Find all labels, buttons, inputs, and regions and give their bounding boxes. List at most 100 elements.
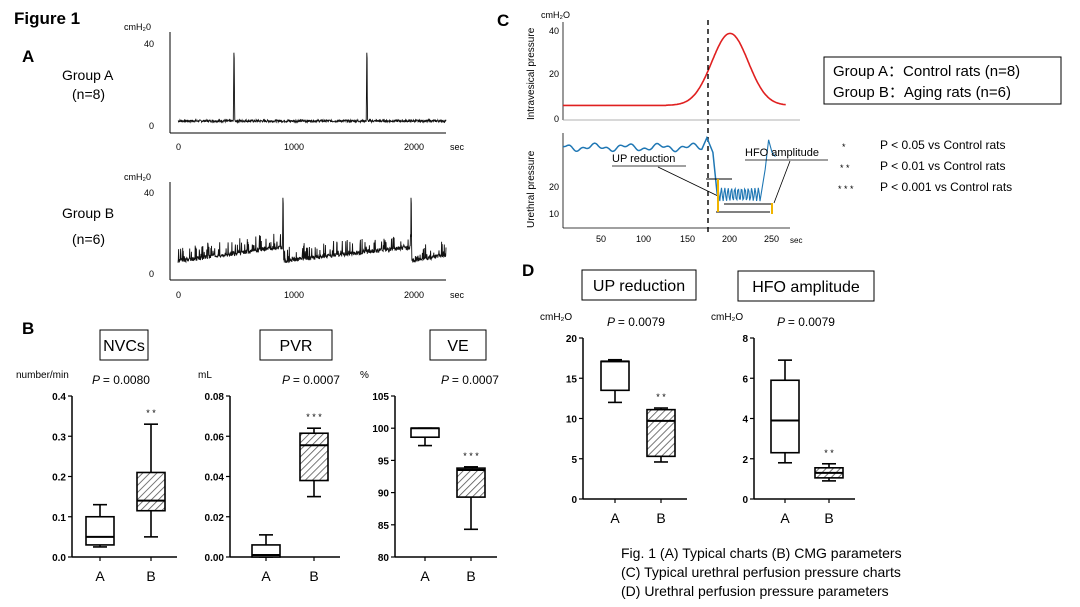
- pvr-ylabel: mL: [198, 370, 212, 381]
- significance-legend: * P < 0.05 vs Control rats * * P < 0.01 …: [838, 138, 1012, 194]
- trace-b-xunit: sec: [450, 290, 465, 300]
- boxplot-ve: VE% P = 0.0007 80 85 90 95 100 105 A B * * *: [360, 329, 499, 584]
- trace-b-line: [177, 197, 447, 264]
- up-ytick-label: 20: [566, 334, 578, 345]
- nvcs-box-B: [136, 471, 166, 512]
- group-b-label: Group B: [62, 205, 114, 221]
- trace-b-unit: cmH₂0: [124, 172, 151, 182]
- ve-box-B: [456, 467, 486, 498]
- sig-legend-text-3: P < 0.001 vs Control rats: [880, 180, 1012, 194]
- hfo-ytick-label: 0: [742, 495, 748, 506]
- pvr-ytick-label: 0.06: [205, 432, 225, 443]
- up-box-A: [600, 360, 630, 392]
- panel-c-xtick-200: 200: [722, 234, 737, 244]
- up-ylabel: cmH₂O: [540, 312, 572, 323]
- panel-c-xtick-50: 50: [596, 234, 606, 244]
- boxplot-hfo: HFO amplitude cmH₂O P = 0.0079 0 2 4 6 8 A B * *: [711, 270, 875, 526]
- up-p-value: P = 0.0079: [607, 315, 665, 329]
- ve-sig-B: * * *: [463, 451, 479, 461]
- hfo-box-A: [770, 379, 800, 454]
- ve-title: VE: [447, 338, 468, 355]
- pvr-title: PVR: [280, 338, 313, 355]
- pvr-sig-B: * * *: [306, 412, 322, 422]
- panel-c-ylabel-bottom: Urethral pressure: [526, 150, 537, 228]
- up-title-frame: [581, 269, 697, 301]
- nvcs-ytick-label: 0.0: [52, 553, 66, 564]
- trace-b-xtick-0: 0: [176, 290, 181, 300]
- annot-up-reduction: UP reduction: [612, 153, 675, 165]
- hfo-xtick-label: A: [780, 510, 790, 526]
- panel-c-ytick-top-20: 20: [549, 69, 559, 79]
- hfo-title: HFO amplitude: [752, 279, 860, 296]
- figure-title: Figure 1: [14, 9, 80, 28]
- urethral-pressure-line: [562, 135, 718, 195]
- pvr-box-B: [299, 432, 329, 482]
- ve-ytick-label: 90: [378, 489, 390, 500]
- sig-legend-stars-1: *: [842, 142, 846, 152]
- pvr-xtick-label: B: [309, 568, 318, 584]
- up-xtick-label: A: [610, 510, 620, 526]
- sig-legend-text-1: P < 0.05 vs Control rats: [880, 138, 1006, 152]
- trace-a-xtick-1000: 1000: [284, 142, 304, 152]
- ve-xtick-label: B: [466, 568, 475, 584]
- pvr-ytick-label: 0.02: [205, 513, 225, 524]
- up-title: UP reduction: [593, 278, 685, 295]
- nvcs-ytick-label: 0.2: [52, 473, 66, 484]
- trace-a-unit: cmH₂0: [124, 22, 151, 32]
- panel-label-b: B: [22, 319, 34, 338]
- trace-b-xtick-2000: 2000: [404, 290, 424, 300]
- pvr-box-A: [251, 544, 281, 558]
- boxplot-panels: NVCs number/min P = 0.0080 0.0 0.1 0.2 0.3 0.4 A…: [16, 269, 875, 584]
- panel-c-ytick-top-0: 0: [554, 114, 559, 124]
- pvr-title-frame: [259, 329, 333, 361]
- ve-ytick-label: 105: [372, 392, 389, 403]
- up-ytick-label: 0: [571, 495, 577, 506]
- nvcs-box-A: [85, 515, 115, 546]
- panel-c-ytick-top-40: 40: [549, 26, 559, 36]
- panel-c-unit: cmH₂O: [541, 10, 570, 20]
- nvcs-ytick-label: 0.1: [52, 513, 66, 524]
- nvcs-title: NVCs: [103, 338, 145, 355]
- panel-label-a: A: [22, 47, 34, 66]
- pvr-ytick-label: 0.04: [205, 473, 225, 484]
- panel-c-xunit: sec: [790, 236, 802, 245]
- panel-a: Group A (n=8) Group B (n=6) cmH₂0 40 0 0…: [62, 22, 465, 300]
- legend-line-2: Group B：Aging rats (n=6): [833, 84, 1011, 101]
- panel-c-ytick-bottom-10: 10: [549, 209, 559, 219]
- trace-b-ytick-0: 0: [149, 269, 154, 279]
- nvcs-xtick-label: A: [95, 568, 105, 584]
- pvr-p-value: P = 0.0007: [282, 373, 340, 387]
- pvr-ytick-label: 0.08: [205, 392, 225, 403]
- panel-c-xtick-100: 100: [636, 234, 651, 244]
- annot-up-pointer: [657, 166, 719, 197]
- annot-hfo-pointer: [773, 160, 791, 204]
- legend-line-1: Group A：Control rats (n=8): [833, 63, 1020, 80]
- panel-label-d: D: [522, 261, 534, 280]
- ve-xtick-label: A: [420, 568, 430, 584]
- hfo-ytick-label: 4: [742, 415, 748, 426]
- nvcs-xtick-label: B: [146, 568, 155, 584]
- ve-p-value: P = 0.0007: [441, 373, 499, 387]
- caption-line-1: Fig. 1 (A) Typical charts (B) CMG parame…: [621, 545, 902, 561]
- up-ytick-label: 5: [571, 455, 577, 466]
- ve-ytick-label: 95: [378, 456, 390, 467]
- up-box-B: [646, 408, 676, 458]
- panel-c-xtick-250: 250: [764, 234, 779, 244]
- trace-a-ytick-40: 40: [144, 39, 154, 49]
- nvcs-sig-B: * *: [146, 408, 156, 418]
- trace-a-xtick-0: 0: [176, 142, 181, 152]
- nvcs-title-frame: [99, 329, 149, 361]
- panel-c-ylabel-top: Intravesical pressure: [526, 27, 537, 120]
- hfo-title-frame: [737, 270, 875, 302]
- panel-c: cmH₂O Intravesical pressure Urethral pre…: [526, 10, 828, 245]
- hfo-ytick-label: 8: [742, 334, 748, 345]
- ve-ytick-label: 80: [378, 553, 390, 564]
- trace-b-xtick-1000: 1000: [284, 290, 304, 300]
- nvcs-p-value: P = 0.0080: [92, 373, 150, 387]
- group-a-label: Group A: [62, 67, 114, 83]
- ve-ytick-label: 100: [372, 424, 389, 435]
- hfo-ylabel: cmH₂O: [711, 312, 743, 323]
- group-legend-frame: [823, 56, 1062, 105]
- hfo-p-value: P = 0.0079: [777, 315, 835, 329]
